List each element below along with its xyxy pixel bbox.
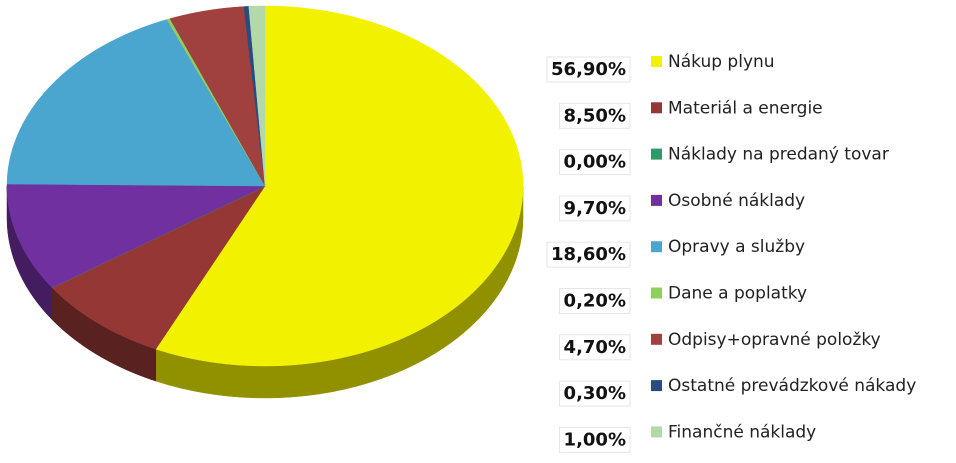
value-label-box [559,102,631,129]
slice [6,183,266,288]
legend-swatch [651,241,662,253]
legend-swatch [651,426,662,438]
legend-label: Náklady na predaný tovar [668,145,889,165]
value-label-box [559,195,631,222]
value-label-box [546,241,631,268]
legend-swatch [651,148,662,160]
legend-swatch [651,194,662,206]
legend-label: Nákup plynu [668,52,775,72]
legend-label: Opravy a služby [668,237,805,257]
slice [248,5,266,187]
legend-swatch [651,102,662,114]
value-label-box [546,56,631,83]
legend-label: Dane a poplatky [668,284,807,304]
legend-label: Odpisy+opravné položky [668,330,881,350]
value-label: 9,70% [564,198,626,219]
value-label: 18,60% [551,244,626,265]
value-label-box [559,288,631,314]
legend-swatch [651,56,662,67]
legend-label: Finančné náklady [668,422,816,442]
slice [51,185,266,350]
value-label: 0,20% [564,291,626,312]
value-label: 4,70% [564,337,626,358]
value-label: 1,00% [564,429,626,450]
slice [169,6,266,187]
value-label: 0,00% [564,152,626,173]
value-label: 56,90% [551,59,626,80]
slice [6,19,266,187]
value-label-box [559,380,631,407]
legend-label: Materiál a energie [668,98,823,118]
value-label-box [559,149,631,176]
legend-swatch [651,333,662,345]
value-label-box [559,334,631,361]
value-label: 0,30% [564,383,626,404]
slice [155,5,524,367]
legend-label: Osobné náklady [668,191,805,211]
value-label: 8,50% [564,105,626,126]
legend-swatch [651,380,662,392]
legend-label: Ostatné prevádzkové nákady [668,376,916,396]
legend-swatch [651,287,662,299]
value-label-box [559,426,631,453]
